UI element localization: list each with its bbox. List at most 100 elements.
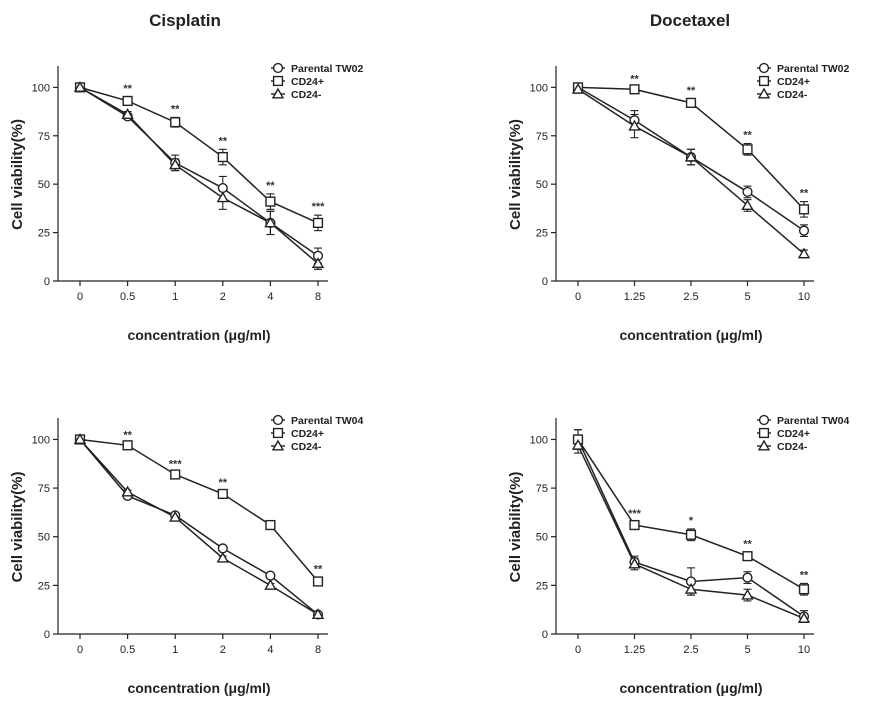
chart-2-series-3-point: [741, 199, 754, 210]
chart-3-legend-marker-1: [272, 414, 284, 426]
chart-3-significance-mark: **: [314, 564, 323, 576]
chart-1-x-tick-label: 1: [172, 291, 178, 303]
chart-3-legend-label-3: CD24-: [291, 441, 322, 453]
chart-3-x-tick-label: 8: [315, 644, 321, 656]
chart-3-series-2-point: [122, 440, 133, 451]
chart-1-y-tick-label: 50: [38, 179, 50, 191]
chart-1-significance-mark: **: [171, 103, 180, 115]
chart-4-x-axis-label: concentration (μg/ml): [619, 680, 762, 696]
chart-4-series-3-point: [684, 582, 698, 594]
chart-2-significance-mark: **: [630, 73, 639, 85]
chart-3-legend-label-1: Parental TW04: [291, 415, 364, 427]
chart-4-y-axis-label: Cell viability(%): [507, 472, 524, 583]
chart-2-significance-mark: **: [687, 85, 696, 97]
chart-1: 0 25 50 75 100 0 0.5 1 2 4 8 Cell viability(%) conce…: [9, 62, 364, 343]
chart-4-series-3-point: [797, 612, 811, 623]
chart-3: 0 25 50 75 100 0 0.5 1 2 4 8 Cell viability(%) conce…: [9, 414, 364, 696]
chart-2-series-3-point: [684, 150, 698, 162]
chart-3-y-tick-label: 0: [44, 629, 50, 641]
chart-4-legend-marker-2: [758, 427, 770, 439]
chart-3-series-2-point: [170, 469, 181, 480]
chart-1-series-3-point: [121, 108, 134, 119]
chart-3-series-2-point: [217, 488, 228, 500]
chart-1-series-3-point: [311, 257, 325, 269]
chart-1-series-3-point: [73, 80, 87, 92]
chart-4-legend-label-1: Parental TW04: [777, 415, 850, 427]
chart-2-legend-label-2: CD24+: [777, 76, 810, 88]
chart-4-series-2-point: [798, 584, 810, 595]
column-title-cisplatin: Cisplatin: [149, 11, 221, 30]
chart-4-y-tick-label: 75: [536, 483, 548, 495]
chart-3-x-tick-label: 0: [77, 644, 83, 656]
chart-4-x-tick-label: 0: [575, 644, 581, 656]
chart-2-legend-marker-1: [758, 62, 770, 74]
chart-2-y-tick-label: 0: [542, 276, 548, 288]
chart-4-legend-marker-1: [758, 414, 770, 426]
chart-1-x-tick-label: 8: [315, 291, 321, 303]
chart-4-significance-mark: *: [689, 515, 694, 527]
chart-1-x-tick-label: 0: [77, 291, 83, 303]
chart-4-series-2-point: [629, 519, 640, 531]
chart-1-significance-mark: **: [266, 180, 275, 192]
chart-4-series-1-point: [742, 572, 753, 583]
chart-1-x-tick-label: 4: [267, 291, 273, 303]
chart-4-series-3-point: [628, 557, 641, 569]
chart-4-legend-marker-3: [757, 439, 771, 451]
chart-3-series-3-point: [216, 551, 230, 563]
chart-4-x-tick-label: 10: [798, 644, 810, 656]
chart-2-y-tick-label: 50: [536, 179, 548, 191]
chart-3-series-3-point: [73, 433, 87, 444]
chart-3-series-3-point: [121, 485, 134, 497]
chart-2-legend-label-1: Parental TW02: [777, 63, 850, 75]
chart-4-x-tick-label: 2.5: [683, 644, 698, 656]
chart-2-legend-marker-2: [758, 75, 770, 87]
chart-4-significance-mark: ***: [628, 508, 642, 520]
chart-1-y-tick-label: 0: [44, 276, 50, 288]
chart-2-series-3-point: [571, 82, 585, 94]
chart-1-series-2-point: [312, 217, 324, 229]
chart-1-legend-label-2: CD24+: [291, 76, 324, 88]
chart-3-series-3-point: [168, 510, 182, 522]
chart-1-series-3-point: [216, 191, 230, 203]
chart-3-x-tick-label: 2: [220, 644, 226, 656]
chart-3-significance-mark: ***: [169, 459, 183, 471]
chart-3-series-1-line: [79, 438, 319, 616]
chart-4: 0 25 50 75 100 0 1.25 2.5 5 10 Cell viability(%) co…: [507, 414, 850, 696]
chart-2-series-2-point: [685, 97, 697, 108]
chart-3-legend-marker-3: [271, 439, 285, 451]
chart-3-x-axis-label: concentration (μg/ml): [127, 680, 270, 696]
chart-1-legend-label-3: CD24-: [291, 89, 322, 101]
chart-4-significance-mark: **: [800, 569, 809, 581]
chart-3-y-axis-label: Cell viability(%): [9, 472, 26, 583]
chart-1-series-2-point: [170, 117, 181, 128]
chart-3-series-2-line: [79, 438, 319, 582]
chart-3-series-1-point: [265, 570, 276, 581]
chart-1-series-2-point: [217, 151, 228, 163]
chart-2-series-2-point: [629, 84, 640, 95]
chart-3-significance-mark: **: [123, 429, 132, 441]
chart-1-x-tick-label: 2: [220, 291, 226, 303]
chart-4-y-tick-label: 100: [530, 434, 548, 446]
chart-1-y-axis-label: Cell viability(%): [9, 119, 26, 230]
chart-3-y-tick-label: 75: [38, 483, 50, 495]
chart-1-series-3-point: [264, 216, 277, 228]
chart-2-x-tick-label: 5: [744, 291, 750, 303]
chart-4-y-tick-label: 0: [542, 629, 548, 641]
chart-1-significance-mark: **: [123, 83, 132, 95]
chart-2-series-3-point: [797, 247, 811, 259]
chart-2-series-2-point: [742, 144, 753, 155]
chart-1-y-tick-label: 75: [38, 131, 50, 143]
chart-1-series-2-point: [265, 196, 276, 207]
chart-2-series-3-line: [577, 88, 805, 255]
chart-2-series-3-point: [628, 119, 641, 131]
chart-4-series-2-point: [685, 529, 697, 540]
chart-2-x-axis-label: concentration (μg/ml): [619, 327, 762, 343]
chart-1-x-tick-label: 0.5: [120, 291, 135, 303]
chart-1-series-1-line: [79, 86, 319, 257]
chart-4-legend-label-3: CD24-: [777, 441, 808, 453]
chart-3-y-tick-label: 25: [38, 580, 50, 592]
chart-4-y-tick-label: 25: [536, 580, 548, 592]
chart-3-x-tick-label: 1: [172, 644, 178, 656]
chart-1-x-axis-label: concentration (μg/ml): [127, 327, 270, 343]
